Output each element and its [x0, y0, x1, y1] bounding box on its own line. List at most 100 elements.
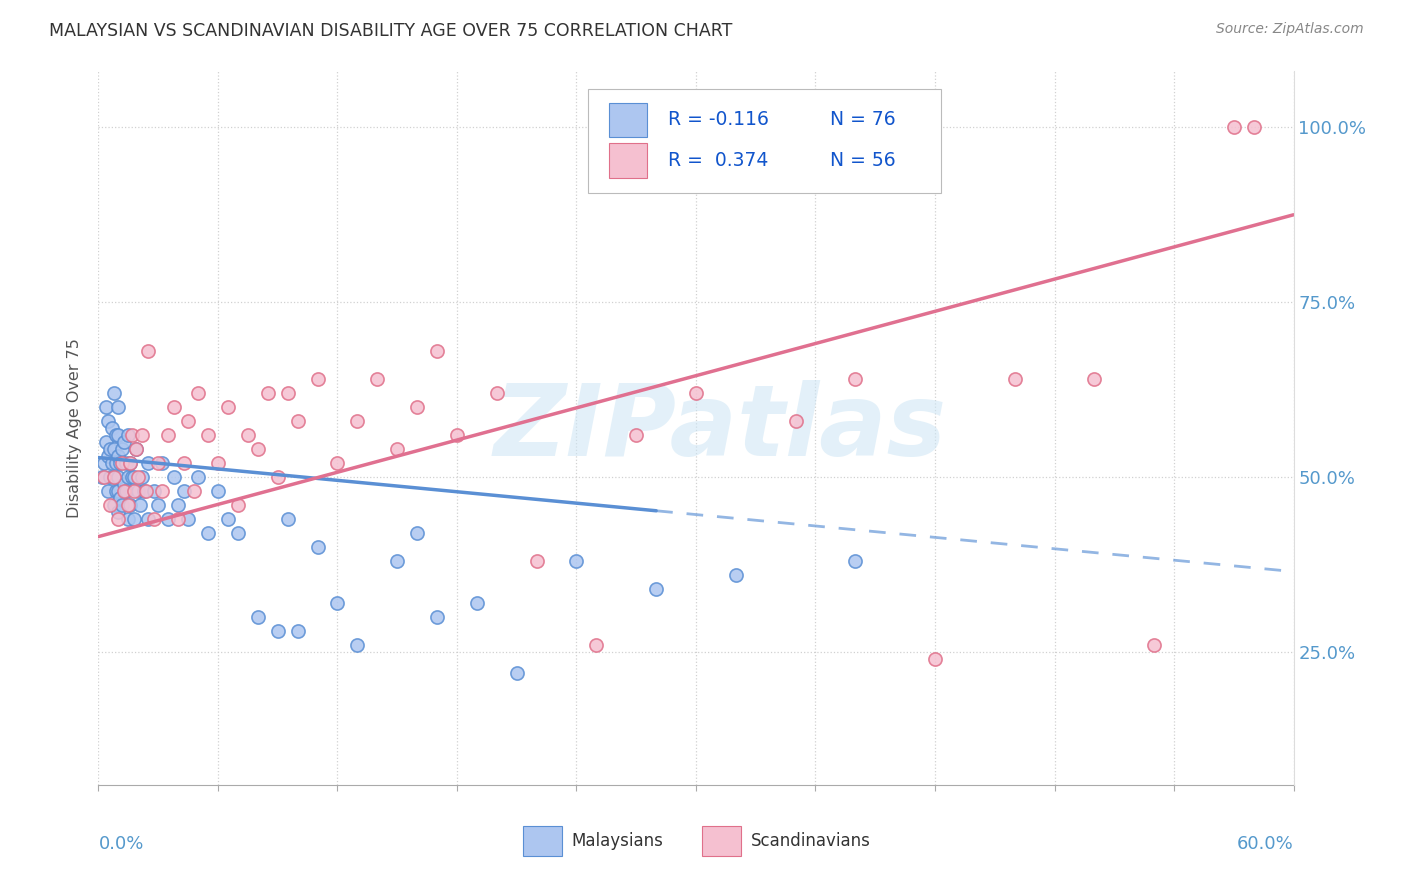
Point — [117, 428, 139, 442]
Point — [426, 344, 449, 359]
Point — [107, 484, 129, 499]
Text: R = -0.116: R = -0.116 — [668, 111, 769, 129]
Text: MALAYSIAN VS SCANDINAVIAN DISABILITY AGE OVER 75 CORRELATION CHART: MALAYSIAN VS SCANDINAVIAN DISABILITY AGE… — [49, 22, 733, 40]
Point — [177, 414, 200, 428]
Point — [785, 414, 807, 428]
Bar — [702, 826, 741, 856]
Point — [98, 498, 122, 512]
Point — [115, 456, 138, 470]
Point — [103, 442, 125, 457]
Point — [163, 400, 186, 414]
Point — [485, 386, 508, 401]
Point — [366, 372, 388, 386]
Point — [177, 512, 200, 526]
Point — [217, 400, 239, 414]
Point — [267, 624, 290, 638]
Point — [112, 484, 135, 499]
Point — [107, 428, 129, 442]
Point — [226, 526, 249, 541]
Point — [107, 512, 129, 526]
Point — [426, 610, 449, 624]
Point — [1083, 372, 1105, 386]
Point — [117, 512, 139, 526]
Point — [96, 400, 118, 414]
Point — [183, 484, 205, 499]
Point — [565, 554, 588, 568]
Point — [93, 456, 115, 470]
Point — [197, 428, 219, 442]
Point — [506, 666, 529, 681]
Point — [121, 470, 143, 484]
Point — [112, 477, 135, 491]
Point — [1004, 372, 1026, 386]
Bar — [609, 103, 647, 137]
Point — [107, 449, 129, 463]
Point — [96, 435, 118, 450]
Point — [1143, 638, 1166, 652]
Point — [105, 456, 128, 470]
Point — [157, 512, 180, 526]
Point — [246, 610, 269, 624]
Point — [724, 568, 747, 582]
Point — [287, 624, 309, 638]
Text: ZIPatlas: ZIPatlas — [494, 380, 946, 476]
Point — [110, 491, 132, 505]
Text: Source: ZipAtlas.com: Source: ZipAtlas.com — [1216, 22, 1364, 37]
Point — [124, 470, 146, 484]
Point — [98, 442, 122, 457]
Point — [173, 484, 195, 499]
Point — [246, 442, 269, 457]
Point — [685, 386, 707, 401]
Text: N = 56: N = 56 — [830, 151, 896, 170]
Point — [844, 372, 866, 386]
Point — [105, 484, 128, 499]
Point — [924, 652, 946, 666]
Point — [98, 470, 122, 484]
Point — [103, 498, 125, 512]
Point — [207, 456, 229, 470]
Point — [277, 386, 299, 401]
Point — [136, 512, 159, 526]
Point — [406, 400, 429, 414]
Point — [187, 470, 209, 484]
Point — [1223, 120, 1246, 135]
Point — [326, 596, 349, 610]
Point — [120, 498, 142, 512]
Point — [446, 428, 468, 442]
Point — [236, 428, 259, 442]
Point — [101, 421, 124, 435]
Point — [107, 400, 129, 414]
Point — [136, 344, 159, 359]
Point — [124, 512, 146, 526]
Point — [143, 512, 166, 526]
Point — [127, 484, 149, 499]
Point — [157, 428, 180, 442]
Point — [1243, 120, 1265, 135]
Point — [585, 638, 607, 652]
Point — [148, 498, 170, 512]
Bar — [523, 826, 562, 856]
Point — [117, 498, 139, 512]
Point — [307, 372, 329, 386]
Point — [125, 442, 148, 457]
Point — [307, 540, 329, 554]
Point — [135, 484, 157, 499]
Point — [112, 435, 135, 450]
Point — [93, 470, 115, 484]
Point — [103, 470, 125, 484]
Point — [134, 484, 156, 499]
Point — [197, 526, 219, 541]
Point — [150, 456, 173, 470]
Point — [346, 414, 368, 428]
Point — [115, 484, 138, 499]
Point — [117, 470, 139, 484]
Point — [131, 470, 153, 484]
Point — [97, 414, 120, 428]
Point — [287, 414, 309, 428]
Text: R =  0.374: R = 0.374 — [668, 151, 769, 170]
Text: Malaysians: Malaysians — [572, 832, 664, 850]
Point — [226, 498, 249, 512]
Point — [645, 582, 668, 596]
Point — [120, 456, 142, 470]
Point — [136, 456, 159, 470]
